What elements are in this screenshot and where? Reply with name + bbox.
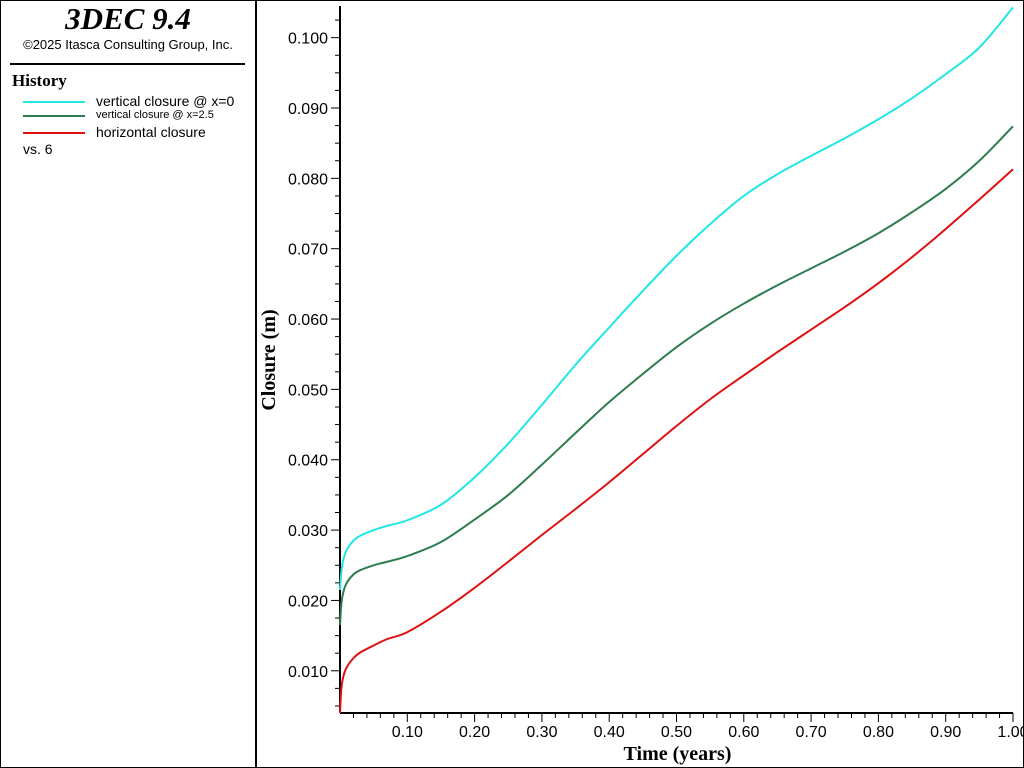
x-tick-label: 0.20: [459, 724, 490, 741]
y-tick-label: 0.010: [288, 664, 328, 681]
x-tick-label: 0.50: [661, 724, 692, 741]
x-tick-label: 1.00: [997, 724, 1024, 741]
series-line-horizontal-closure: [339, 168, 1014, 714]
legend-vs-text: vs. 6: [23, 141, 53, 157]
title-divider: [10, 63, 245, 65]
series-line-vertical-closure-x2-5: [339, 125, 1014, 626]
x-tick-label: 0.10: [392, 724, 423, 741]
series-line-vertical-closure-x0: [339, 6, 1014, 590]
y-tick-label: 0.030: [288, 523, 328, 540]
y-tick-label: 0.100: [288, 31, 328, 48]
history-chart: 0.10 0.20 0.30 0.40 0.50 0.60 0.70 0.80 0.90 1.0 0…: [258, 6, 1024, 765]
legend-swatch: [23, 115, 85, 117]
x-tick-label: 0.40: [594, 724, 625, 741]
y-tick-label: 0.050: [288, 382, 328, 399]
y-tick-label: 0.090: [288, 101, 328, 118]
legend-label: vertical closure @ x=2.5: [96, 109, 214, 121]
legend-heading: History: [12, 71, 67, 90]
y-tick-label: 0.060: [288, 312, 328, 329]
legend-swatch: [23, 132, 85, 134]
panel-divider: [255, 0, 257, 768]
x-tick-label: 0.80: [863, 724, 894, 741]
x-axis-title: Time (years): [624, 743, 732, 765]
legend-label: horizontal closure: [96, 124, 206, 140]
app-title: 3DEC 9.4: [65, 1, 191, 36]
y-tick-label: 0.080: [288, 171, 328, 188]
x-tick-label: 0.70: [796, 724, 827, 741]
y-tick-label: 0.070: [288, 242, 328, 259]
legend-label: vertical closure @ x=0: [96, 93, 235, 109]
y-tick-label: 0.020: [288, 593, 328, 610]
copyright-text: ©2025 Itasca Consulting Group, Inc.: [23, 37, 233, 52]
x-tick-label: 0.30: [526, 724, 557, 741]
y-tick-label: 0.040: [288, 453, 328, 470]
x-tick-label: 0.90: [930, 724, 961, 741]
y-axis-title: Closure (m): [258, 309, 280, 410]
legend-swatch: [23, 101, 85, 103]
x-tick-label: 0.60: [728, 724, 759, 741]
